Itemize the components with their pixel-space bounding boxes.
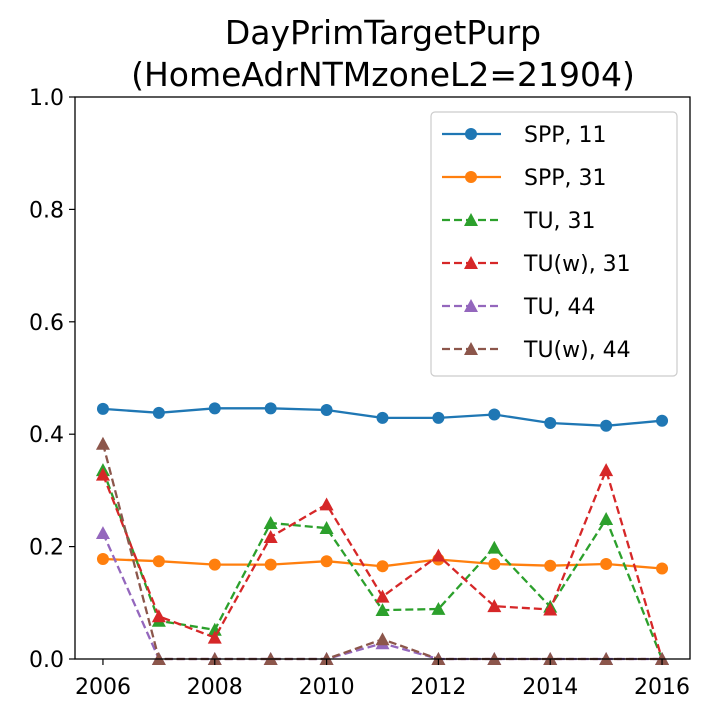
x-tick-label: 2010: [299, 675, 355, 700]
y-tick-label: 0.6: [29, 311, 64, 336]
legend-marker: [464, 342, 478, 355]
data-point: [95, 526, 110, 540]
chart-title: DayPrimTargetPurp (HomeAdrNTMzoneL2=2190…: [131, 13, 635, 94]
data-point: [95, 467, 110, 481]
y-tick-label: 0.2: [29, 536, 64, 561]
series-3: [95, 463, 670, 665]
legend-item: SPP, 31: [442, 166, 606, 191]
data-point: [656, 414, 669, 427]
y-tick-label: 0.0: [29, 648, 64, 673]
legend-marker: [464, 256, 478, 269]
data-point: [375, 632, 390, 646]
legend-item: TU(w), 31: [442, 252, 631, 277]
series-5: [95, 436, 670, 665]
legend-label: SPP, 11: [524, 123, 606, 148]
chart-title-line-2: (HomeAdrNTMzoneL2=21904): [131, 55, 635, 94]
data-point: [600, 419, 613, 432]
data-point: [376, 560, 389, 573]
legend-label: SPP, 31: [524, 166, 606, 191]
legend-label: TU(w), 31: [523, 252, 631, 277]
data-point: [320, 404, 333, 417]
data-point: [432, 411, 445, 424]
data-point: [152, 555, 165, 568]
legend-item: TU, 31: [442, 209, 596, 234]
data-point: [431, 548, 446, 562]
series-layer: [95, 402, 670, 665]
x-axis: 2006 2008 2010 2012 2014 2016: [75, 659, 690, 700]
legend-label: TU, 31: [523, 209, 596, 234]
data-point: [95, 436, 110, 450]
data-point: [264, 402, 277, 415]
data-point: [488, 558, 501, 571]
data-point: [375, 589, 390, 603]
x-tick-label: 2012: [410, 675, 466, 700]
chart-title-line-1: DayPrimTargetPurp: [225, 13, 541, 52]
data-point: [544, 416, 557, 429]
data-point: [151, 609, 166, 623]
data-point: [263, 530, 278, 543]
data-point: [96, 552, 109, 565]
data-point: [599, 463, 614, 477]
legend-label: TU(w), 44: [523, 338, 631, 363]
y-axis: 0.0 0.2 0.4 0.6 0.8 1.0: [29, 86, 75, 673]
x-tick-label: 2008: [187, 675, 243, 700]
data-point: [488, 408, 501, 421]
legend-label: TU, 44: [523, 295, 596, 320]
legend-item: SPP, 11: [442, 123, 606, 148]
x-tick-label: 2016: [634, 675, 690, 700]
data-point: [543, 602, 558, 616]
data-point: [487, 599, 502, 613]
data-point: [263, 515, 278, 529]
data-point: [208, 558, 221, 571]
legend: SPP, 11 SPP, 31 TU, 31 TU(w), 31 TU, 44 TU(w)…: [430, 111, 678, 377]
legend-marker: [465, 171, 477, 183]
legend-marker: [465, 128, 477, 140]
data-point: [600, 558, 613, 571]
x-tick-label: 2006: [75, 675, 131, 700]
data-point: [544, 559, 557, 572]
data-point: [320, 555, 333, 568]
y-tick-label: 0.4: [29, 423, 64, 448]
y-tick-label: 1.0: [29, 86, 64, 111]
legend-marker: [464, 213, 478, 226]
legend-marker: [464, 299, 478, 312]
data-point: [96, 402, 109, 415]
data-point: [656, 562, 669, 575]
data-point: [207, 630, 222, 644]
y-tick-label: 0.8: [29, 198, 64, 223]
legend-item: TU, 44: [442, 295, 596, 320]
x-tick-label: 2014: [522, 675, 578, 700]
data-point: [319, 497, 334, 511]
data-point: [599, 512, 614, 526]
data-point: [375, 603, 390, 617]
data-point: [319, 521, 334, 535]
data-point: [152, 406, 165, 419]
data-point: [376, 411, 389, 424]
legend-box: [430, 111, 678, 377]
data-point: [264, 558, 277, 571]
data-point: [208, 402, 221, 415]
plot-frame: [74, 96, 691, 660]
data-point: [431, 601, 446, 615]
series-0: [96, 402, 669, 432]
legend-item: TU(w), 44: [442, 338, 631, 363]
data-point: [487, 540, 502, 554]
